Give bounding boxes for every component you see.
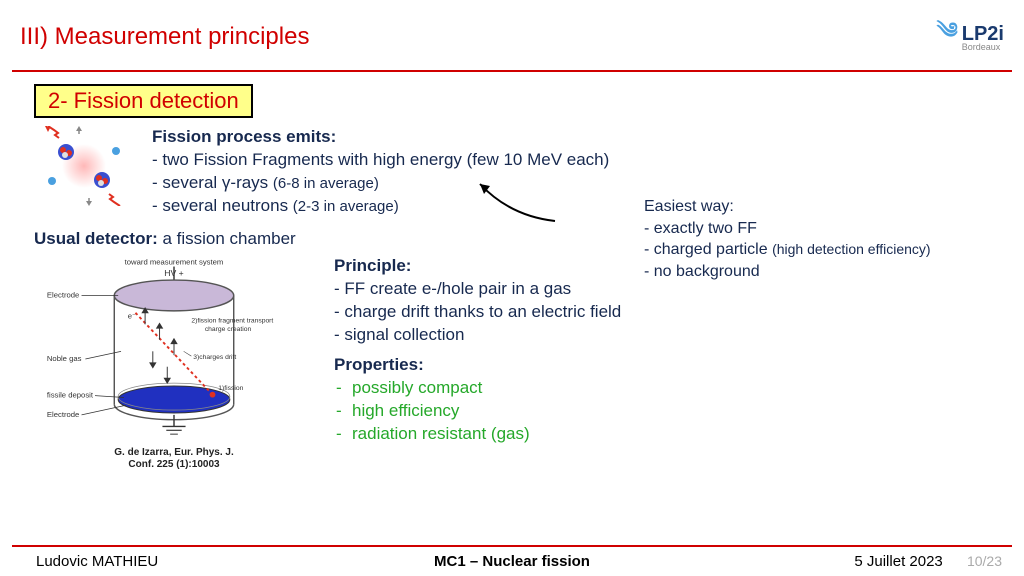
svg-text:Electrode: Electrode [47,409,79,418]
svg-text:charge creation: charge creation [205,326,252,333]
footer-date: 5 Juillet 2023 [854,553,942,570]
chamber-diagram: toward measurement system HV + [34,255,314,471]
svg-text:toward measurement system: toward measurement system [125,257,224,266]
side-note-line-1: - exactly two FF [644,218,1004,240]
properties-list: possibly compact high efficiency radiati… [334,377,990,446]
svg-text:1)fission: 1)fission [218,385,243,392]
property-item: radiation resistant (gas) [352,423,990,446]
logo: ༄ LP2i Bordeaux [937,6,1004,68]
svg-text:2)fission fragment transport: 2)fission fragment transport [191,317,273,324]
slide-title: III) Measurement principles [20,23,309,51]
usual-value: a fission chamber [158,229,296,248]
page-number: 10/23 [967,553,1002,569]
footer-center: MC1 – Nuclear fission [434,553,590,570]
logo-subtext: Bordeaux [962,42,1004,52]
slide-header: III) Measurement principles ༄ LP2i Borde… [0,0,1024,70]
svg-text:Noble gas: Noble gas [47,354,82,363]
property-item: high efficiency [352,400,990,423]
slide-footer: Ludovic MATHIEU MC1 – Nuclear fission 5 … [12,545,1012,576]
principle-column: Principle: - FF create e-/hole pair in a… [334,255,990,447]
logo-swirl-icon: ༄ [937,6,958,68]
principle-line-3: - signal collection [334,324,990,347]
pointer-arrow-icon [470,176,560,226]
subtitle-box: 2- Fission detection [34,84,253,118]
fission-icon [34,126,134,213]
footer-author: Ludovic MATHIEU [36,553,158,570]
svg-text:3)charges drift: 3)charges drift [193,354,236,361]
svg-text:e⁻: e⁻ [128,311,136,320]
principle-line-2: - charge drift thanks to an electric fie… [334,301,990,324]
svg-text:fissile deposit: fissile deposit [47,390,94,399]
svg-text:Electrode: Electrode [47,290,79,299]
properties-title: Properties: [334,354,990,377]
usual-label: Usual detector: [34,229,158,248]
side-note-line-2: - charged particle (high detection effic… [644,239,1004,261]
emits-line-1: - two Fission Fragments with high energy… [152,149,990,172]
side-note: Easiest way: - exactly two FF - charged … [644,196,1004,282]
emits-title: Fission process emits: [152,126,990,149]
side-note-line-3: - no background [644,261,1004,283]
emits-line-2: - several γ-rays (6-8 in average) [152,172,990,195]
chamber-caption: G. de Izarra, Eur. Phys. J. Conf. 225 (1… [34,447,314,471]
content-area: Fission process emits: - two Fission Fra… [0,126,1024,471]
side-note-title: Easiest way: [644,196,1004,218]
header-rule [12,70,1012,72]
property-item: possibly compact [352,377,990,400]
